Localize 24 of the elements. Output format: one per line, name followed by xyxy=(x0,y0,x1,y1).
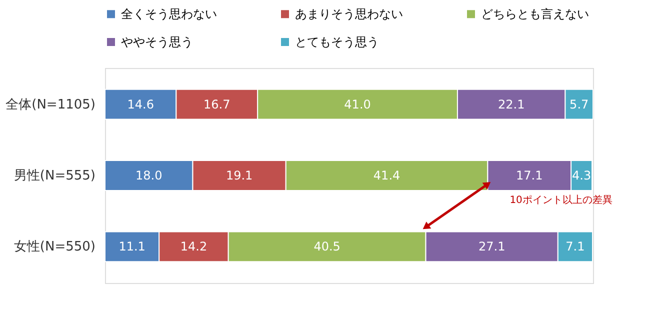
y-tick-label: 女性(N=550) xyxy=(14,240,96,255)
data-label: 19.1 xyxy=(226,168,253,182)
data-label: 41.4 xyxy=(373,168,400,182)
data-label: 27.1 xyxy=(478,240,506,254)
data-label: 4.3 xyxy=(572,168,592,182)
data-label: 22.1 xyxy=(498,97,525,112)
legend-label: あまりそう思わない xyxy=(295,7,403,22)
data-label: 7.1 xyxy=(566,240,585,254)
y-tick-label: 全体(N=1105) xyxy=(6,97,96,112)
data-label: 17.1 xyxy=(516,168,543,182)
data-label: 14.2 xyxy=(180,240,208,254)
data-label: 41.0 xyxy=(344,97,371,112)
data-label: 5.7 xyxy=(570,97,589,112)
legend-label: 全くそう思わない xyxy=(121,7,217,22)
legend-label: とてもそう思う xyxy=(295,35,379,49)
legend-label: ややそう思う xyxy=(121,35,193,49)
annotation: 10ポイント以上の差異 xyxy=(510,194,612,206)
data-label: 11.1 xyxy=(118,240,146,254)
data-label: 18.0 xyxy=(136,168,162,182)
data-label: 40.5 xyxy=(314,240,340,254)
legend-label: どちらとも言えない xyxy=(481,7,589,22)
y-tick-label: 男性(N=555) xyxy=(14,168,96,184)
data-label: 14.6 xyxy=(127,97,154,112)
data-label: 16.7 xyxy=(204,97,230,112)
